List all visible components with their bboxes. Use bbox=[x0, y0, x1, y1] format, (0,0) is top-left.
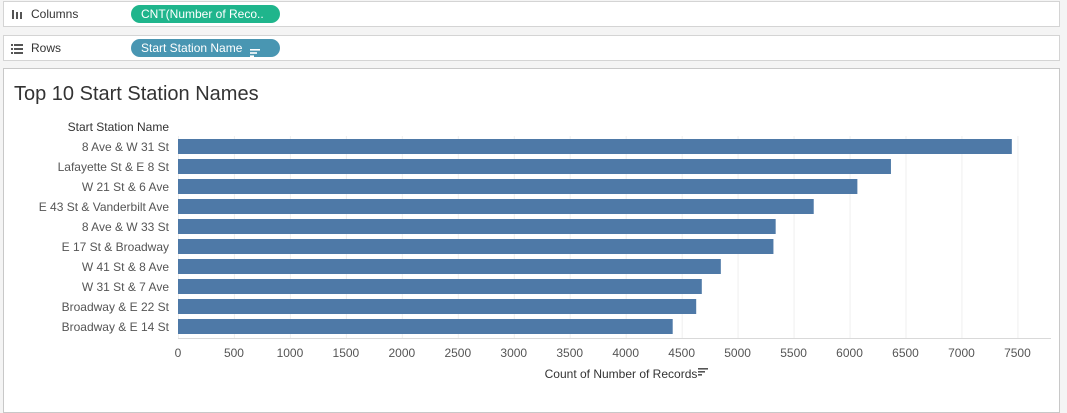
bar bbox=[178, 219, 776, 234]
axis-sort-icon[interactable] bbox=[698, 368, 708, 376]
bar bbox=[178, 279, 702, 294]
x-tick-label: 2000 bbox=[388, 346, 415, 360]
bar bbox=[178, 179, 858, 194]
row-header-label: Start Station Name bbox=[68, 120, 170, 134]
bar bbox=[178, 239, 774, 254]
rows-pill[interactable]: Start Station Name bbox=[131, 39, 280, 57]
rows-shelf: Rows Start Station Name bbox=[3, 35, 1060, 61]
category-label: 8 Ave & W 33 St bbox=[82, 220, 170, 234]
x-tick-label: 1000 bbox=[277, 346, 304, 360]
x-tick-label: 5500 bbox=[780, 346, 807, 360]
x-tick-label: 4500 bbox=[668, 346, 695, 360]
x-tick-label: 1500 bbox=[333, 346, 360, 360]
x-tick-label: 500 bbox=[224, 346, 244, 360]
rows-shelf-label: Rows bbox=[10, 41, 61, 55]
x-tick-label: 7500 bbox=[1004, 346, 1031, 360]
bar bbox=[178, 299, 697, 314]
category-label: 8 Ave & W 31 St bbox=[82, 140, 170, 154]
viz-panel: Top 10 Start Station Names Start Station… bbox=[3, 68, 1060, 413]
columns-pill-label: CNT(Number of Reco.. bbox=[141, 7, 264, 21]
rows-pill-label: Start Station Name bbox=[141, 41, 243, 55]
columns-shelf: Columns CNT(Number of Reco.. bbox=[3, 1, 1060, 27]
columns-pill[interactable]: CNT(Number of Reco.. bbox=[131, 5, 280, 23]
bar bbox=[178, 259, 721, 274]
category-label: Broadway & E 22 St bbox=[62, 300, 170, 314]
x-tick-label: 3500 bbox=[556, 346, 583, 360]
sort-descending-icon[interactable] bbox=[250, 44, 261, 57]
x-tick-label: 3000 bbox=[500, 346, 527, 360]
bar bbox=[178, 139, 1012, 154]
columns-shelf-label: Columns bbox=[10, 7, 78, 21]
chart-title: Top 10 Start Station Names bbox=[14, 83, 259, 105]
columns-icon bbox=[10, 8, 24, 20]
x-tick-label: 5000 bbox=[724, 346, 751, 360]
x-tick-label: 2500 bbox=[444, 346, 471, 360]
rows-label: Rows bbox=[31, 41, 62, 55]
bar bbox=[178, 159, 891, 174]
x-tick-label: 4000 bbox=[612, 346, 639, 360]
category-label: Lafayette St & E 8 St bbox=[58, 160, 170, 174]
bar bbox=[178, 199, 814, 214]
category-label: W 21 St & 6 Ave bbox=[82, 180, 169, 194]
x-tick-label: 7000 bbox=[948, 346, 975, 360]
category-label: E 43 St & Vanderbilt Ave bbox=[39, 200, 170, 214]
category-label: W 31 St & 7 Ave bbox=[82, 280, 169, 294]
x-tick-label: 6500 bbox=[892, 346, 919, 360]
category-label: W 41 St & 8 Ave bbox=[82, 260, 169, 274]
x-tick-label: 6000 bbox=[836, 346, 863, 360]
category-label: Broadway & E 14 St bbox=[62, 320, 170, 334]
bar bbox=[178, 319, 673, 334]
columns-label: Columns bbox=[31, 7, 79, 21]
bar-chart: Start Station Name 8 Ave & W 31 St Lafayet… bbox=[39, 120, 1051, 381]
x-tick-label: 0 bbox=[175, 346, 182, 360]
x-axis-title: Count of Number of Records bbox=[545, 367, 698, 381]
category-label: E 17 St & Broadway bbox=[62, 240, 169, 254]
rows-icon bbox=[10, 42, 24, 54]
